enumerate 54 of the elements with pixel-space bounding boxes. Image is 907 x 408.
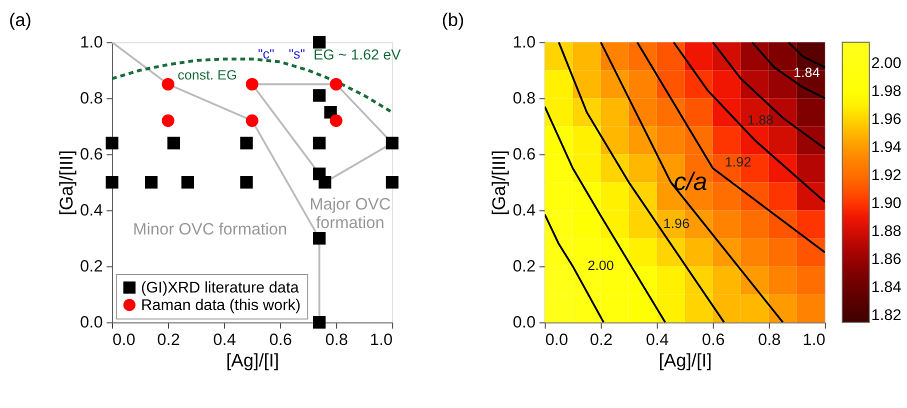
annotation: c/a bbox=[674, 168, 708, 196]
legend-label: Raman data (this work) bbox=[141, 296, 301, 314]
x-tick-label: 0.2 bbox=[157, 331, 180, 350]
annotation: 1.92 bbox=[724, 154, 752, 170]
annotation: 1.96 bbox=[663, 216, 690, 232]
x-tick-label: 0.8 bbox=[758, 331, 781, 350]
annotation: 1.88 bbox=[747, 112, 774, 128]
annotation: "s" bbox=[288, 46, 306, 62]
x-tick-label: 0.6 bbox=[269, 331, 292, 350]
x-tick-label: 0.8 bbox=[325, 331, 348, 350]
color-bar-label: 1.96 bbox=[871, 111, 902, 128]
y-tick-label: 0.6 bbox=[512, 146, 536, 164]
color-bar-label: 1.92 bbox=[871, 167, 902, 184]
annotation: 2.00 bbox=[588, 258, 614, 274]
annotation: const. EG bbox=[178, 68, 237, 83]
annotation: Minor OVC formation bbox=[133, 220, 288, 239]
annotation: EG ~ 1.62 eV bbox=[314, 48, 402, 64]
x-axis-title: [Ag]/[I] bbox=[226, 349, 280, 370]
annotation: "c" bbox=[258, 46, 274, 62]
color-bar-label: 1.88 bbox=[871, 223, 902, 240]
annotation: 1.84 bbox=[794, 64, 820, 80]
annotation: Major OVC formation bbox=[310, 196, 391, 232]
y-tick-label: 0.0 bbox=[80, 314, 103, 332]
y-tick-label: 1.0 bbox=[512, 34, 536, 52]
x-tick-label: 0.6 bbox=[702, 331, 725, 350]
color-bar-label: 1.86 bbox=[871, 251, 902, 268]
x-tick-label: 1.0 bbox=[370, 331, 393, 350]
x-tick-label: 0.4 bbox=[646, 331, 669, 350]
chart-title: (b) bbox=[442, 8, 464, 30]
x-tick-label: 0.0 bbox=[545, 331, 568, 350]
y-tick-label: 1.0 bbox=[80, 34, 103, 52]
y-tick-label: 0.4 bbox=[80, 202, 103, 220]
y-tick-label: 0.2 bbox=[512, 258, 536, 276]
y-tick-label: 0.8 bbox=[80, 90, 103, 108]
color-bar-label: 1.94 bbox=[871, 139, 902, 156]
y-tick-label: 0.8 bbox=[512, 90, 536, 108]
y-tick-label: 0.2 bbox=[80, 258, 103, 276]
x-tick-label: 0.0 bbox=[112, 331, 136, 350]
x-tick-label: 0.4 bbox=[213, 331, 236, 350]
color-bar-label: 1.90 bbox=[871, 195, 902, 212]
color-bar-label: 1.98 bbox=[871, 83, 902, 100]
color-bar-label: 2.00 bbox=[871, 55, 902, 72]
x-tick-label: 1.0 bbox=[802, 331, 826, 350]
y-tick-label: 0.6 bbox=[80, 146, 103, 164]
color-bar-label: 1.84 bbox=[871, 279, 902, 296]
color-bar-label: 1.82 bbox=[871, 307, 902, 324]
y-tick-label: 0.4 bbox=[512, 202, 536, 220]
y-axis-title: [Ga]/[III] bbox=[488, 150, 510, 216]
x-tick-label: 0.2 bbox=[590, 331, 613, 350]
chart-title: (a) bbox=[9, 8, 32, 30]
x-axis-title: [Ag]/[I] bbox=[658, 349, 712, 370]
y-tick-label: 0.0 bbox=[512, 314, 536, 332]
y-axis-title: [Ga]/[III] bbox=[55, 150, 76, 216]
legend-label: (GI)XRD literature data bbox=[141, 279, 300, 296]
